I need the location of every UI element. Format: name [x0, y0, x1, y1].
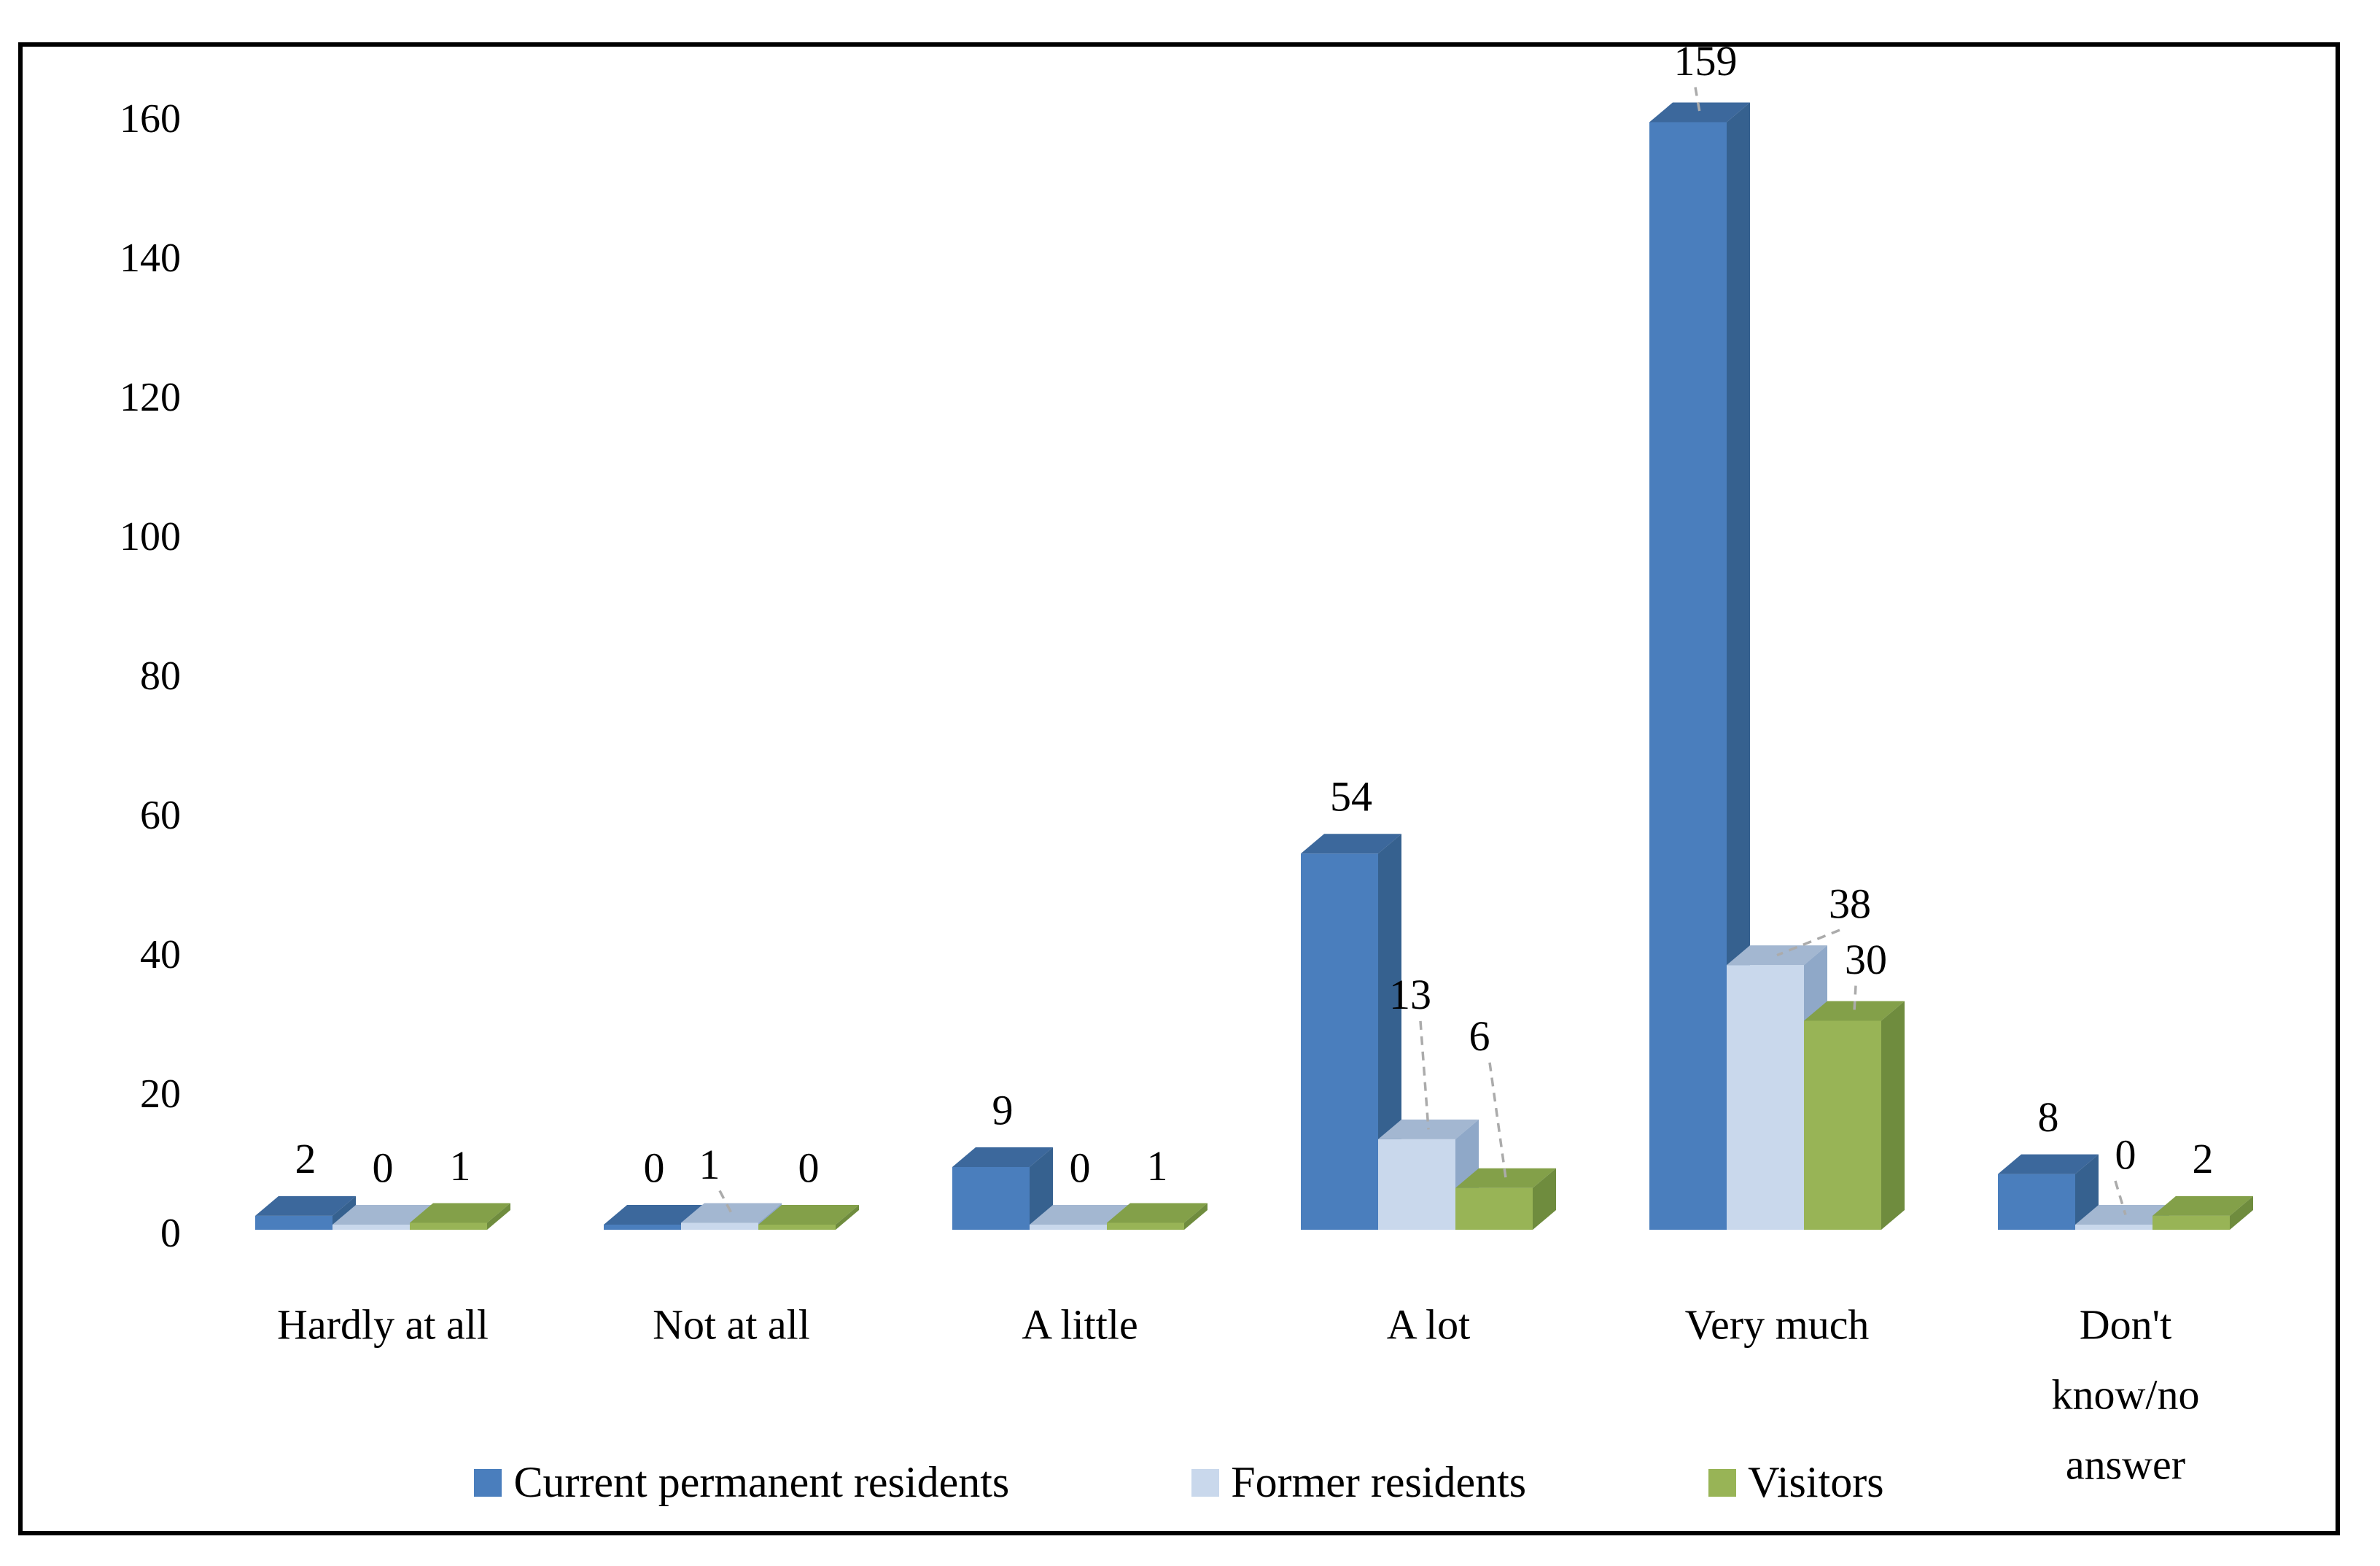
data-label: 0	[1070, 1144, 1091, 1191]
data-label: 38	[1829, 880, 1871, 927]
data-label-leader-line	[1694, 87, 1701, 113]
bar-top-face	[1455, 1168, 1556, 1188]
figure-border	[18, 42, 2340, 1535]
data-label-leader-line	[1488, 1062, 1507, 1179]
bar-top-face	[1301, 834, 1401, 854]
bar-front-face	[1107, 1222, 1184, 1230]
data-label: 9	[992, 1086, 1014, 1133]
bar-front-face	[681, 1222, 758, 1230]
bar-top-face	[681, 1203, 782, 1223]
bar-top-face	[1649, 102, 1750, 123]
data-label-leader-line	[1419, 1020, 1430, 1130]
bar-side-face	[2230, 1195, 2253, 1230]
bar-top-face	[1804, 1001, 1905, 1021]
bar-front-face	[1030, 1225, 1107, 1230]
legend-swatch	[1708, 1468, 1737, 1497]
data-label: 6	[1469, 1012, 1490, 1060]
bar-front-face	[1301, 853, 1378, 1230]
data-label: 0	[644, 1144, 665, 1191]
data-label: 0	[373, 1144, 394, 1191]
bar-side-face	[1533, 1168, 1556, 1230]
bar-top-face	[255, 1195, 356, 1216]
y-axis-tick-label: 40	[140, 932, 181, 977]
bar-front-face	[1804, 1020, 1881, 1230]
bar-front-face	[1998, 1174, 2075, 1230]
bar-top-face	[604, 1205, 704, 1225]
y-axis-tick-label: 100	[120, 514, 181, 559]
bar-top-face	[1107, 1203, 1208, 1223]
data-label-leader-line	[1853, 985, 1857, 1012]
y-axis-tick-label: 20	[140, 1071, 181, 1117]
bar-front-face	[2075, 1225, 2152, 1230]
bar-front-face	[1649, 122, 1727, 1230]
data-label: 1	[450, 1142, 471, 1190]
legend-label: Visitors	[1748, 1458, 1884, 1506]
bar-front-face	[2152, 1215, 2230, 1230]
bar-front-face	[1378, 1139, 1455, 1230]
x-axis-category-label: Hardly at all	[277, 1301, 489, 1348]
data-label: 0	[798, 1144, 820, 1191]
legend-item: Visitors	[1708, 1457, 1884, 1508]
bar-front-face	[1455, 1187, 1533, 1230]
data-label: 30	[1845, 936, 1887, 983]
data-label: 1	[699, 1141, 720, 1188]
bar-side-face	[1881, 1001, 1905, 1230]
data-label-leader-line	[2114, 1180, 2127, 1216]
y-axis-tick-label: 160	[120, 96, 181, 142]
bar-top-face	[410, 1203, 510, 1223]
bar-side-face	[1030, 1147, 1053, 1230]
x-axis-category-label: Very much	[1685, 1301, 1870, 1348]
bar-top-face	[952, 1147, 1053, 1168]
x-axis-category-label: Don't	[2080, 1301, 2171, 1348]
x-axis-category-label: A little	[1022, 1301, 1138, 1348]
legend-swatch	[1191, 1468, 1220, 1497]
y-axis-tick-label: 0	[160, 1211, 181, 1256]
bar-front-face	[255, 1215, 332, 1230]
y-axis-tick-label: 120	[120, 375, 181, 420]
y-axis-tick-label: 80	[140, 654, 181, 699]
data-label: 0	[2115, 1131, 2136, 1178]
data-label: 8	[2038, 1093, 2059, 1141]
x-axis-category-label: A lot	[1387, 1301, 1470, 1348]
legend-label: Former residents	[1231, 1458, 1527, 1506]
bar-front-face	[1727, 965, 1804, 1230]
y-axis-tick-label: 140	[120, 236, 181, 281]
bar-top-face	[1998, 1154, 2099, 1174]
x-axis-category-label: know/no	[2052, 1371, 2200, 1418]
x-axis-category-label: answer	[2066, 1441, 2185, 1488]
chart-legend: Current permanent residents Former reside…	[18, 1457, 2340, 1508]
bar-top-face	[1030, 1205, 1130, 1225]
bar-side-face	[1727, 102, 1750, 1230]
bar-top-face	[332, 1205, 433, 1225]
bar-top-face	[758, 1205, 859, 1225]
data-label: 54	[1330, 773, 1372, 821]
bar-front-face	[952, 1167, 1030, 1230]
bar-front-face	[332, 1225, 410, 1230]
data-label: 1	[1147, 1142, 1168, 1190]
data-label-leader-line	[1776, 929, 1840, 957]
bar-side-face	[836, 1205, 859, 1230]
bar-front-face	[410, 1222, 487, 1230]
legend-item: Former residents	[1191, 1457, 1526, 1508]
data-label: 2	[295, 1135, 316, 1182]
bar-front-face	[604, 1225, 681, 1230]
bar-front-face	[758, 1225, 836, 1230]
legend-swatch	[474, 1468, 502, 1497]
bar-side-face	[1184, 1203, 1208, 1230]
data-label: 159	[1674, 37, 1738, 85]
bar-top-face	[2152, 1195, 2253, 1216]
data-label: 2	[2193, 1135, 2214, 1182]
bar-side-face	[487, 1203, 510, 1230]
legend-label: Current permanent residents	[513, 1458, 1010, 1506]
data-label-leader-line	[718, 1190, 733, 1214]
legend-item: Current permanent residents	[474, 1457, 1009, 1508]
y-axis-tick-label: 60	[140, 793, 181, 838]
data-label: 13	[1389, 971, 1431, 1018]
x-axis-category-label: Not at all	[653, 1301, 810, 1348]
